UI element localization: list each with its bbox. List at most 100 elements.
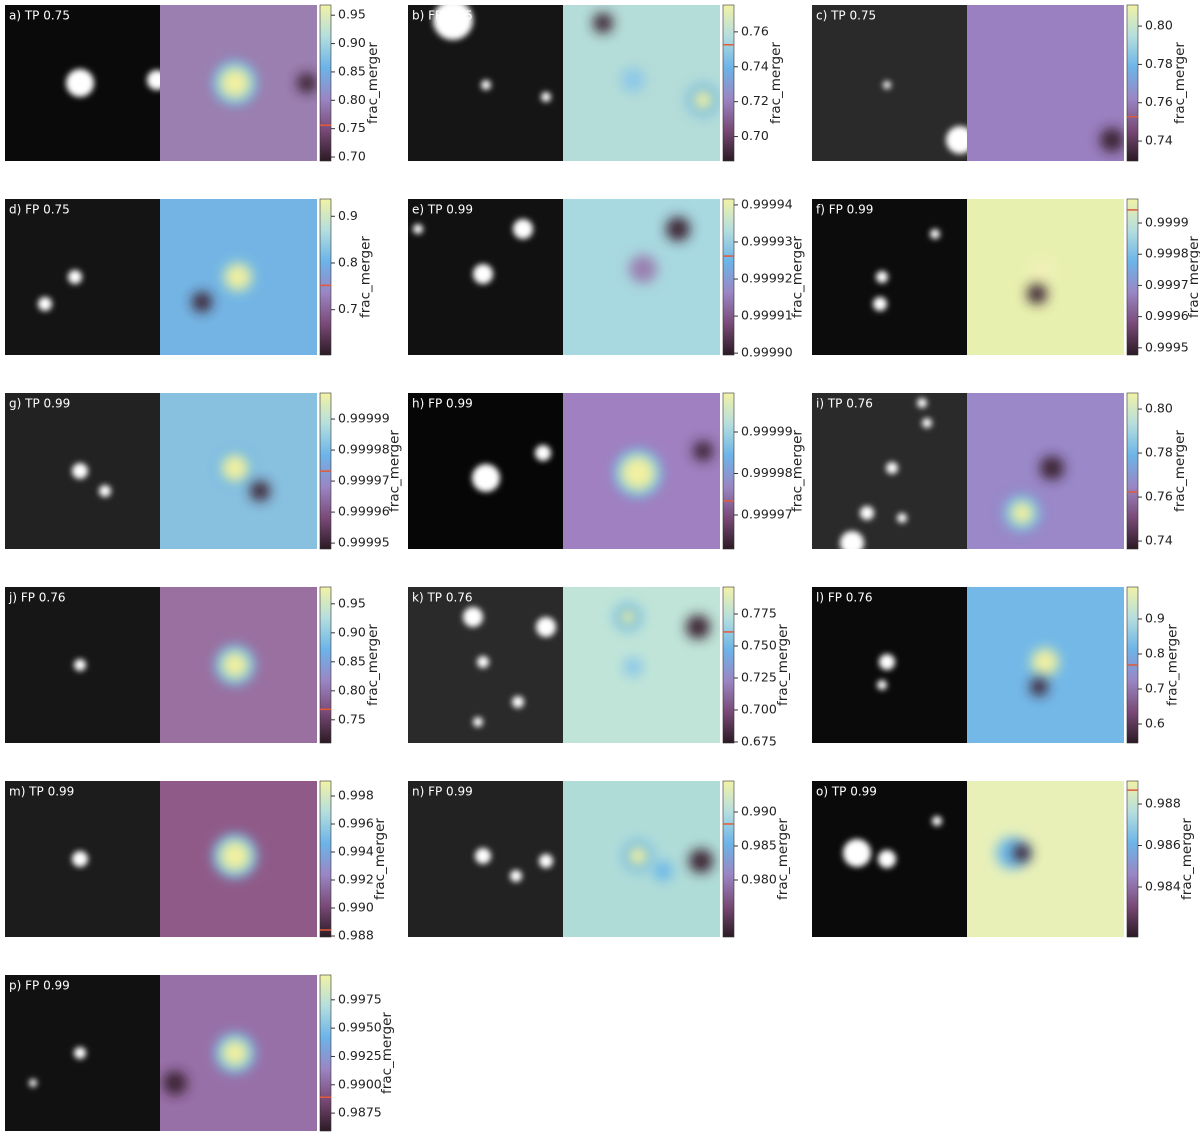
colorbar-label: frac_merger <box>379 1012 395 1094</box>
panel-label: j) FP 0.76 <box>8 591 66 605</box>
panel-label: e) TP 0.99 <box>412 203 473 217</box>
tick-label: 0.95 <box>338 7 366 22</box>
panel: o) TP 0.99 0.984 0.986 0.988 frac_merger <box>812 780 1195 938</box>
tick-label: 0.85 <box>338 653 366 668</box>
heatmap-features <box>215 645 255 685</box>
feature <box>629 255 657 283</box>
tick-label: 0.8 <box>1145 645 1165 660</box>
tick-label: 0.99993 <box>741 233 793 248</box>
tick-label: 0.996 <box>338 815 374 830</box>
feature <box>620 455 656 491</box>
feature <box>666 217 690 241</box>
tick-label: 0.99996 <box>338 504 390 519</box>
heatmap-features <box>213 61 317 105</box>
tick-label: 0.99994 <box>741 196 793 211</box>
tick-label: 0.90 <box>338 624 366 639</box>
panel: i) TP 0.76 0.74 0.76 0.78 0.80 frac_merger <box>812 392 1188 555</box>
feature <box>224 263 252 291</box>
colorbar-label: frac_merger <box>1172 42 1188 124</box>
tick-label: 0.992 <box>338 872 374 887</box>
tick-label: 0.75 <box>338 120 366 135</box>
colorbar <box>319 4 332 162</box>
colorbar <box>722 392 735 550</box>
feature <box>1031 648 1059 676</box>
heatmap-features <box>213 834 257 878</box>
source <box>876 271 888 283</box>
feature <box>1013 844 1031 862</box>
colorbar <box>722 780 735 938</box>
heatmap-features <box>996 837 1031 869</box>
panel-label: a) TP 0.75 <box>9 9 70 23</box>
tick-label: 0.99995 <box>338 535 390 550</box>
colorbar-label: frac_merger <box>1186 236 1200 318</box>
tick-label: 0.78 <box>1145 445 1173 460</box>
panel: a) TP 0.75 0.70 0.75 0.80 0.85 0.90 0.95 frac_m… <box>5 4 381 164</box>
feature <box>689 849 713 873</box>
heatmap-features <box>614 441 713 497</box>
source <box>74 1047 86 1059</box>
tick-label: 0.9997 <box>1145 277 1189 292</box>
tick-label: 0.9 <box>1145 610 1165 625</box>
feature <box>593 13 613 33</box>
panel-label: l) FP 0.76 <box>816 591 873 605</box>
source <box>72 463 88 479</box>
source <box>513 219 533 239</box>
tick-label: 0.80 <box>338 92 366 107</box>
tick-label: 0.725 <box>741 669 777 684</box>
colorbar-label: frac_merger <box>365 42 381 124</box>
heatmap-features <box>163 1033 255 1095</box>
source <box>843 839 871 867</box>
tick-label: 0.72 <box>741 93 769 108</box>
heatmap-features <box>192 257 258 312</box>
feature <box>621 68 645 92</box>
colorbar <box>1126 4 1139 162</box>
panel: c) TP 0.75 0.74 0.76 0.78 0.80 frac_merger <box>812 4 1188 162</box>
source <box>510 870 522 882</box>
panel: h) FP 0.99 0.99997 0.99998 0.99999frac_merg… <box>408 392 805 550</box>
feature <box>686 615 710 639</box>
source <box>535 445 551 461</box>
tick-label: 0.675 <box>741 733 777 748</box>
feature <box>219 67 251 99</box>
feature <box>163 1071 187 1095</box>
source <box>473 264 493 284</box>
tick-label: 0.9950 <box>338 1020 382 1035</box>
source <box>886 462 898 474</box>
panel-label: n) FP 0.99 <box>412 785 473 799</box>
colorbar-label: frac_merger <box>1165 624 1181 706</box>
feature <box>221 1039 249 1067</box>
source <box>433 0 473 40</box>
source <box>481 80 491 90</box>
colorbar <box>319 198 332 356</box>
tick-label: 0.988 <box>1145 796 1181 811</box>
source <box>897 513 907 523</box>
feature <box>628 846 648 866</box>
source <box>74 659 86 671</box>
tick-label: 0.74 <box>1145 533 1173 548</box>
tick-label: 0.9975 <box>338 991 382 1006</box>
colorbar <box>722 586 735 744</box>
source <box>932 816 942 826</box>
tick-label: 0.85 <box>338 63 366 78</box>
tick-label: 0.76 <box>1145 94 1173 109</box>
panel-label: f) FP 0.99 <box>816 203 873 217</box>
feature <box>653 861 673 881</box>
colorbar-label: frac_merger <box>775 818 791 900</box>
colorbar-label: frac_merger <box>358 236 374 318</box>
source <box>860 506 874 520</box>
tick-label: 0.9998 <box>1145 246 1189 261</box>
tick-label: 0.80 <box>1145 18 1173 33</box>
feature <box>623 657 643 677</box>
source <box>473 717 483 727</box>
feature <box>1030 259 1054 283</box>
feature <box>297 73 317 93</box>
tick-label: 0.988 <box>338 928 374 943</box>
tick-label: 0.99997 <box>741 506 793 521</box>
tick-label: 0.9996 <box>1145 308 1189 323</box>
feature <box>1040 456 1064 480</box>
tick-label: 0.750 <box>741 637 777 652</box>
heatmap-features <box>614 603 710 677</box>
colorbar <box>319 586 332 744</box>
source <box>463 607 483 627</box>
